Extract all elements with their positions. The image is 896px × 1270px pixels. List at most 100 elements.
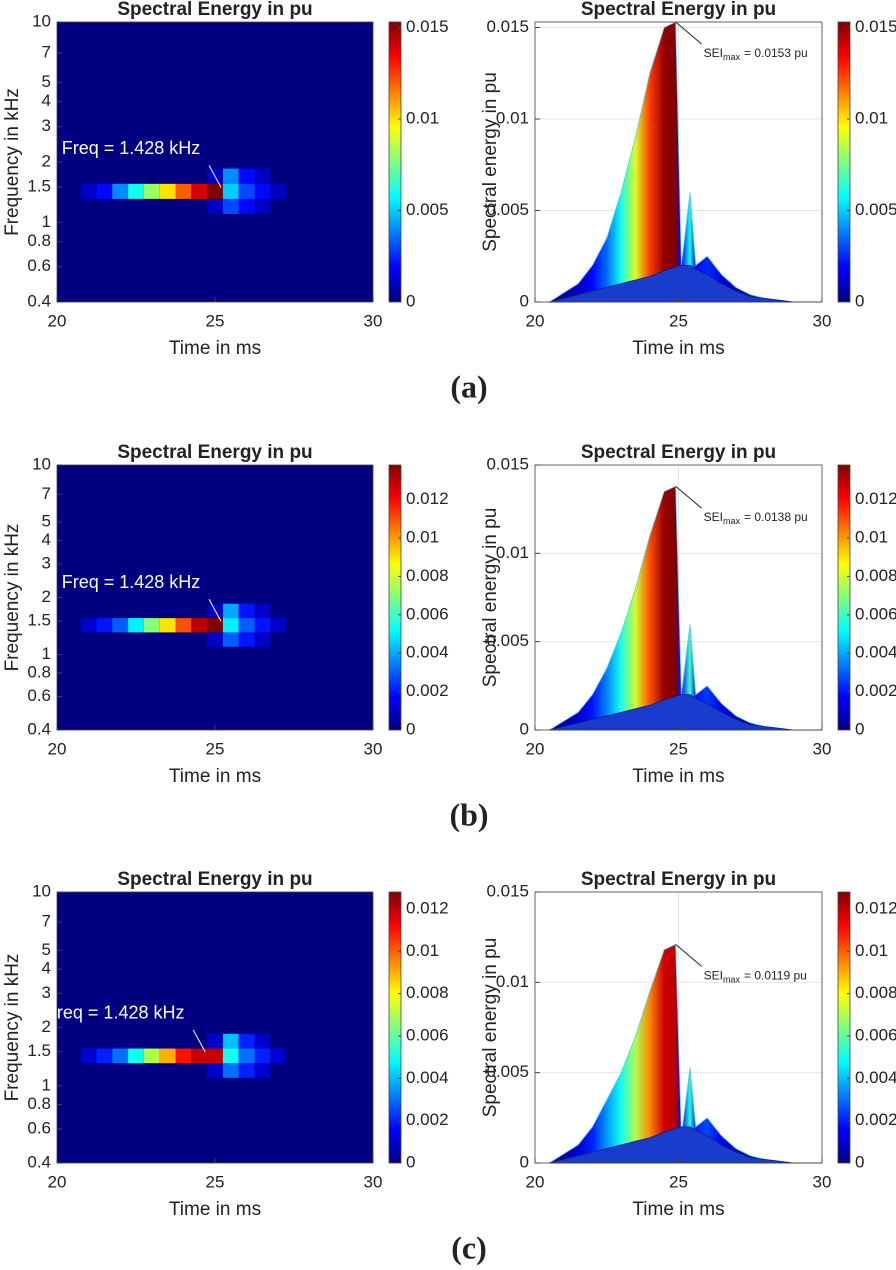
heatmap-cell (191, 603, 208, 619)
y-tick-label: 4 (42, 959, 51, 978)
heatmap-cell (159, 1048, 176, 1064)
x-axis-label: Time in ms (169, 766, 261, 787)
y-tick-label: 2 (42, 151, 51, 170)
heatmap-cell (80, 632, 97, 647)
heatmap-cell (238, 632, 255, 647)
heatmap-cell (222, 603, 239, 619)
heatmap-cell (254, 603, 271, 619)
heatmap-cell (96, 198, 113, 215)
colorbar-tick-label: 0.01 (406, 527, 439, 546)
colorbar-tick-label: 0.005 (406, 200, 449, 219)
x-tick-label: 20 (526, 739, 545, 758)
heatmap-cell (207, 632, 223, 647)
heatmap-cell (175, 632, 192, 647)
y-axis-label: Frequency in kHz (2, 524, 23, 672)
heatmap-cell (112, 168, 129, 184)
heatmap-cell (207, 618, 223, 633)
heatmap-cell (112, 198, 129, 215)
y-tick-label: 0.01 (496, 543, 529, 562)
heatmap-cell (175, 1063, 192, 1078)
heatmap-cell (254, 198, 271, 215)
heatmap-cell (159, 632, 176, 647)
heatmap-cell (238, 618, 255, 633)
y-axis-label: Frequency in kHz (2, 88, 23, 236)
y-tick-label: 5 (42, 512, 51, 531)
x-tick-label: 30 (813, 1172, 832, 1191)
heatmap-cell (143, 632, 160, 647)
heatmap-cell (96, 1033, 113, 1049)
colorbar-tick-label: 0 (406, 1152, 415, 1171)
annotation-subscript: max (723, 517, 741, 527)
x-tick-label: 25 (206, 739, 225, 758)
heatmap-cell (254, 1063, 271, 1078)
heatmap-cell (270, 632, 287, 647)
colorbar-tick-label: 0.012 (406, 898, 449, 917)
y-tick-label: 0.015 (486, 454, 529, 473)
heatmap-cell (143, 1048, 160, 1064)
y-tick-label: 1.5 (27, 1041, 51, 1060)
heatmap-cell (175, 618, 192, 633)
y-tick-label: 10 (32, 454, 51, 473)
y-tick-label: 0.6 (27, 686, 51, 705)
plot-background (57, 22, 373, 302)
y-tick-label: 1 (42, 1075, 51, 1094)
heatmap-cell (80, 198, 97, 215)
colorbar (837, 21, 851, 303)
colorbar-tick-label: 0.002 (406, 681, 449, 700)
x-tick-label: 25 (669, 311, 688, 330)
heatmap-cell (222, 1033, 239, 1049)
annotation: Freq = 1.428 kHz (62, 572, 201, 592)
heatmap-cell (175, 183, 192, 199)
heatmap-cell (191, 618, 208, 633)
annotation-arrow (675, 485, 702, 509)
x-axis-label: Time in ms (632, 338, 724, 359)
colorbar-tick-label: 0 (855, 1152, 864, 1171)
annotation: SEImax = 0.0138 pu (704, 510, 808, 526)
colorbar-tick-label: 0.006 (406, 1025, 449, 1044)
y-tick-label: 0.8 (27, 231, 51, 250)
heatmap-cell (80, 168, 97, 184)
heatmap-cell (191, 183, 208, 199)
y-tick-label: 0.6 (27, 256, 51, 275)
y-tick-label: 2 (42, 1017, 51, 1036)
colorbar-tick-label: 0.008 (406, 566, 449, 585)
heatmap-cell (222, 618, 239, 633)
panel-label: (a) (450, 368, 487, 404)
colorbar (388, 464, 402, 731)
heatmap-cell (238, 1033, 255, 1049)
heatmap-cell (143, 183, 160, 199)
area (549, 1126, 822, 1164)
heatmap-cell (270, 1063, 287, 1078)
colorbar-tick-label: 0.006 (406, 604, 449, 623)
y-tick-label: 0.015 (486, 881, 529, 900)
heatmap-cell (112, 632, 129, 647)
heatmap-cell (270, 168, 287, 184)
colorbar-tick-label: 0.008 (855, 566, 896, 585)
colorbar (388, 891, 402, 1164)
heatmap-cell (143, 603, 160, 619)
heatmap-cell (159, 603, 176, 619)
y-tick-label: 7 (42, 912, 51, 931)
heatmap-cell (175, 198, 192, 215)
colorbar-tick-label: 0 (855, 719, 864, 738)
annotation-arrow (675, 944, 702, 967)
x-tick-label: 30 (364, 739, 383, 758)
heatmap-cell (238, 183, 255, 199)
colorbar (837, 891, 851, 1164)
heatmap-cell (159, 1063, 176, 1078)
plot-background (57, 465, 373, 730)
annotation-rest: = 0.0153 pu (744, 46, 808, 60)
heatmap-cell (238, 1048, 255, 1064)
heatmap-cell (80, 183, 97, 199)
heatmap-cell (159, 183, 176, 199)
heatmap-cell (222, 198, 239, 215)
colorbar-tick-label: 0.008 (406, 983, 449, 1002)
y-tick-label: 0 (520, 719, 529, 738)
heatmap-cell (207, 198, 223, 215)
x-tick-label: 25 (669, 739, 688, 758)
colorbar-tick-label: 0 (406, 719, 415, 738)
heatmap-cell (238, 168, 255, 184)
y-tick-label: 0.005 (486, 631, 529, 650)
colorbar-tick-label: 0.01 (406, 941, 439, 960)
x-tick-label: 25 (206, 1172, 225, 1191)
